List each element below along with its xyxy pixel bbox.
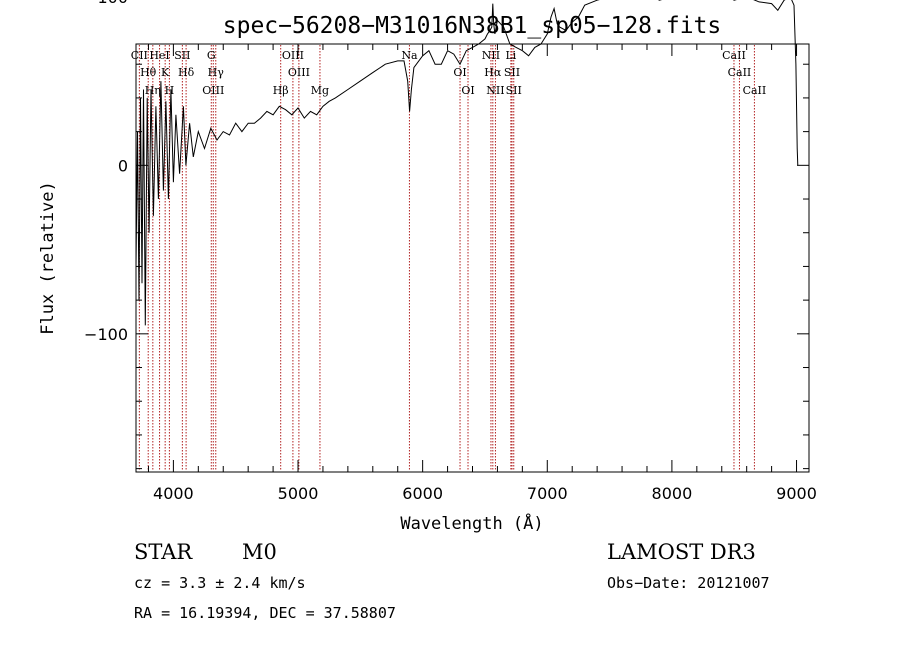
emission-line-label: SII	[506, 84, 522, 97]
coordinates-text: RA = 16.19394, DEC = 37.58807	[134, 604, 396, 622]
emission-line-label: OIII	[288, 66, 310, 79]
emission-line-label: Hα	[484, 66, 502, 79]
emission-line-label: Li	[505, 49, 516, 62]
plot-frame	[135, 43, 810, 473]
emission-line-label: CII	[131, 49, 148, 62]
x-tick-label: 6000	[402, 484, 443, 503]
flux-series-line	[135, 0, 799, 326]
emission-line-label: CaII	[743, 84, 767, 97]
emission-line-labels: CIIHθHηHeIKHSIIHδOIIIGHγHβOIIIOIIIMgNaOI…	[131, 49, 766, 97]
emission-line-label: CaII	[728, 66, 752, 79]
emission-line-label: CaII	[722, 49, 746, 62]
object-subclass: M0	[242, 540, 277, 564]
chart-title: spec−56208−M31016N38B1_sp05−128.fits	[223, 13, 722, 39]
emission-line-label: Hβ	[273, 84, 289, 97]
redshift-text: cz = 3.3 ± 2.4 km/s	[134, 574, 306, 592]
emission-line-label: Hδ	[178, 66, 195, 79]
emission-line-label: OI	[453, 66, 466, 79]
axis-ticks: 4000 5000 6000 7000 8000 9000 100 0 −100	[84, 0, 817, 503]
survey-label: LAMOST DR3	[607, 540, 756, 564]
emission-line-markers	[138, 45, 755, 471]
x-tick-label: 8000	[652, 484, 693, 503]
obs-date-text: Obs−Date: 20121007	[607, 574, 770, 592]
emission-line-label: NII	[482, 49, 500, 62]
x-axis-title: Wavelength (Å)	[400, 512, 543, 534]
object-class: STAR	[134, 540, 193, 564]
emission-line-label: K	[161, 66, 170, 79]
y-tick-label: 0	[118, 156, 128, 175]
emission-line-label: HeI	[149, 49, 169, 62]
y-axis-title: Flux (relative)	[38, 181, 58, 335]
y-tick-label: 100	[97, 0, 128, 7]
emission-line-label: SII	[174, 49, 190, 62]
x-tick-label: 5000	[278, 484, 319, 503]
emission-line-label: H	[165, 84, 175, 97]
emission-line-label: Na	[401, 49, 418, 62]
emission-line-label: Hγ	[208, 66, 225, 79]
x-tick-label: 4000	[153, 484, 194, 503]
emission-line-label: OI	[461, 84, 474, 97]
emission-line-label: NII	[486, 84, 504, 97]
x-tick-label: 7000	[527, 484, 568, 503]
x-tick-label: 9000	[776, 484, 817, 503]
emission-line-label: Mg	[311, 84, 329, 97]
emission-line-label: OIII	[282, 49, 304, 62]
y-tick-label: −100	[84, 325, 128, 344]
emission-line-label: Hθ	[140, 66, 157, 79]
emission-line-label: SII	[504, 66, 520, 79]
emission-line-label: Hη	[145, 84, 161, 97]
emission-line-label: OIII	[202, 84, 224, 97]
emission-line-label: G	[207, 49, 216, 62]
